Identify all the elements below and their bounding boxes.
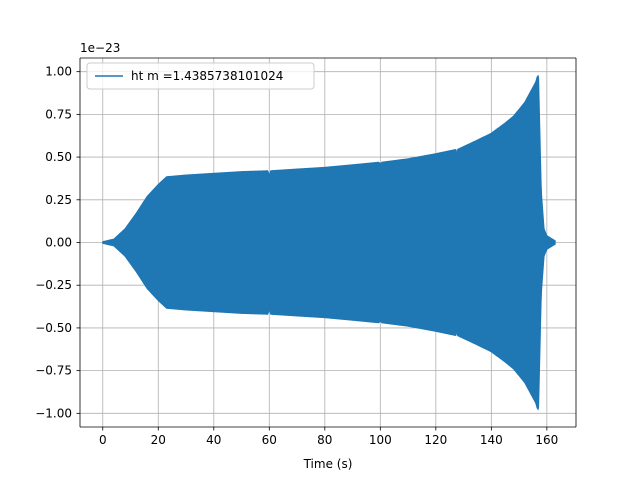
ticks: 0 20 40 60 80 100 120 140 160 −1.00 −0.75 −0.50 −0.2…	[35, 65, 558, 447]
legend-box	[86, 62, 315, 90]
legend-label: ht m =1.4385738101024	[131, 69, 283, 83]
y-tick-label: 0.50	[45, 150, 72, 164]
x-tick-label: 140	[480, 433, 503, 447]
y-tick-label: −1.00	[35, 406, 72, 420]
y-tick-label: 0.00	[45, 236, 72, 250]
y-tick-label: 1.00	[45, 65, 72, 79]
x-tick-label: 100	[369, 433, 392, 447]
plot-area	[102, 74, 556, 411]
series-line	[102, 74, 556, 411]
y-tick-label: −0.25	[35, 278, 72, 292]
y-tick-label: 0.75	[45, 107, 72, 121]
x-tick-label: 20	[151, 433, 166, 447]
legend: ht m =1.4385738101024	[86, 62, 315, 90]
y-axis-offset-text: 1e−23	[80, 41, 120, 55]
x-tick-label: 0	[99, 433, 107, 447]
x-axis-label: Time (s)	[303, 457, 353, 471]
x-tick-label: 60	[262, 433, 277, 447]
y-tick-label: 0.25	[45, 193, 72, 207]
y-tick-label: −0.50	[35, 321, 72, 335]
x-tick-label: 160	[535, 433, 558, 447]
y-tick-label: −0.75	[35, 364, 72, 378]
x-tick-label: 80	[317, 433, 332, 447]
x-tick-label: 120	[424, 433, 447, 447]
x-tick-label: 40	[206, 433, 221, 447]
